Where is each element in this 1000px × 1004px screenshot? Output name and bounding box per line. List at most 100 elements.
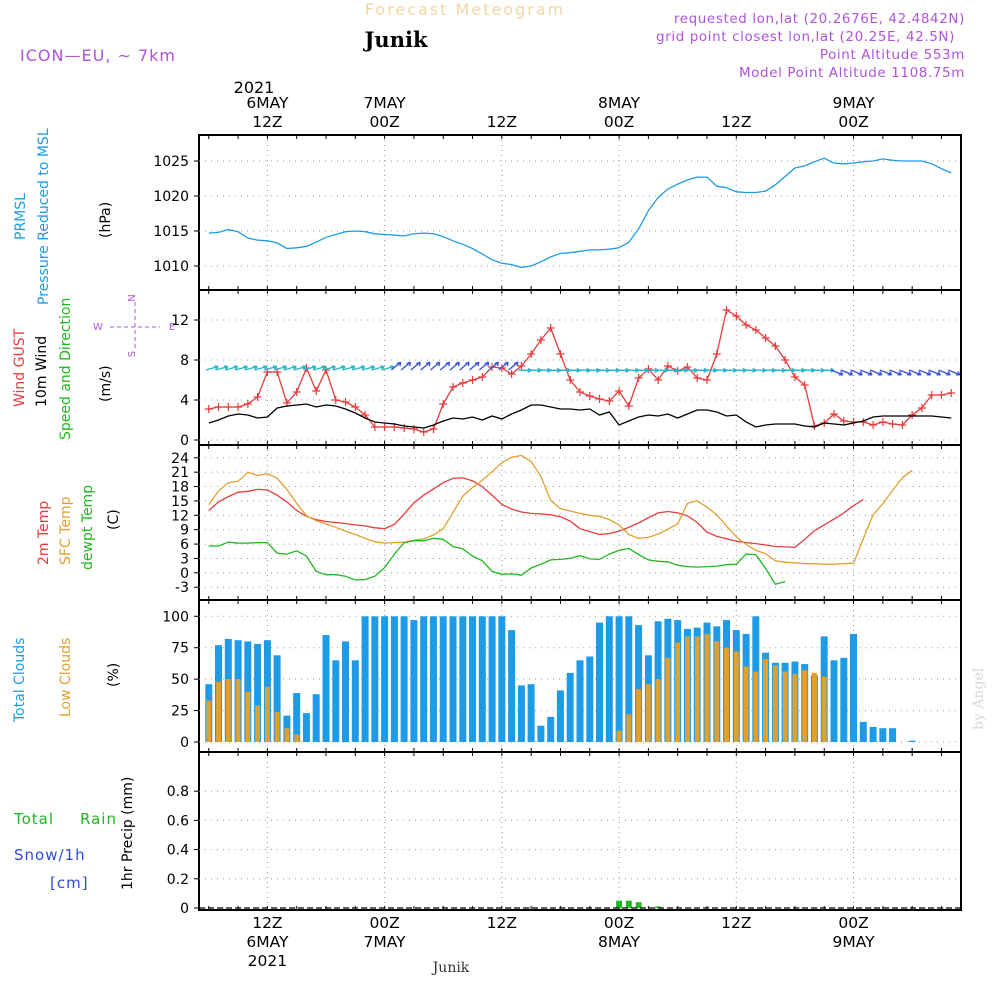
cloud-label-2: Low Clouds	[58, 638, 74, 717]
bar-total-rain	[636, 902, 642, 908]
pressure-label-2: Pressure Reduced to MSL	[36, 128, 52, 305]
bar-low-clouds	[744, 667, 749, 742]
y-tick-label: 12	[171, 313, 189, 329]
bar-low-clouds	[734, 652, 739, 743]
bar-total-clouds	[352, 660, 359, 742]
series-line-2m-temp	[209, 478, 864, 548]
bar-low-clouds	[675, 643, 680, 742]
y-tick-label: 0.2	[167, 872, 189, 888]
bar-total-rain	[616, 901, 622, 908]
bar-low-clouds	[822, 677, 827, 742]
bar-total-clouds	[850, 634, 857, 742]
bar-total-clouds	[567, 673, 574, 742]
bar-low-clouds	[666, 658, 671, 742]
y-tick-label: 0.8	[167, 784, 189, 800]
bar-total-clouds	[401, 616, 408, 742]
bar-total-clouds	[479, 616, 486, 742]
y-tick-label: 75	[171, 641, 189, 657]
bar-total-clouds	[323, 635, 330, 742]
series-line-sfc-temp	[209, 455, 912, 564]
bar-low-clouds	[773, 665, 778, 742]
bottom-time-text: 12Z	[487, 914, 517, 932]
plot-area: 101010151020102504812-303691215182124025…	[153, 94, 961, 970]
wind-label-2: 10m Wind	[34, 336, 50, 407]
bar-total-clouds	[909, 741, 916, 742]
bar-total-clouds	[606, 616, 613, 742]
bar-total-clouds	[557, 691, 564, 743]
bar-low-clouds	[646, 684, 651, 742]
gust-marker	[596, 395, 604, 403]
bar-low-clouds	[206, 701, 211, 743]
bar-total-clouds	[420, 616, 427, 742]
y-tick-label: 25	[171, 704, 189, 720]
temp-unit: (C)	[106, 509, 122, 530]
top-time-label: 12Z	[721, 113, 751, 131]
bar-low-clouds	[285, 728, 290, 742]
gust-marker	[469, 376, 477, 384]
bottom-time-text: 00Z	[604, 914, 634, 932]
bar-total-clouds	[879, 728, 886, 742]
wind-label-3: Speed and Direction	[58, 298, 74, 440]
top-time-text: 8MAY	[598, 94, 641, 112]
y-tick-label: 1020	[153, 189, 189, 205]
legend-rain: Rain	[80, 810, 117, 828]
pressure-labels: PRMSL Pressure Reduced to MSL (hPa)	[13, 128, 114, 305]
bar-low-clouds	[255, 706, 260, 743]
y-tick-label: 18	[171, 480, 189, 496]
bar-low-clouds	[226, 679, 231, 742]
panel-frame	[199, 752, 961, 910]
y-tick-label: 1025	[153, 154, 189, 170]
gust-marker	[205, 405, 213, 413]
bar-total-clouds	[577, 660, 584, 742]
bottom-time-text: 00Z	[838, 914, 868, 932]
y-tick-label: 4	[180, 393, 189, 409]
bar-total-clouds	[860, 722, 867, 742]
bottom-time-text: 7MAY	[364, 933, 407, 951]
bar-low-clouds	[656, 679, 661, 742]
top-time-text: 6MAY	[246, 94, 289, 112]
bar-low-clouds	[275, 712, 280, 742]
bar-low-clouds	[705, 634, 710, 742]
gust-marker	[586, 392, 594, 400]
cloud-unit: (%)	[106, 663, 122, 687]
y-tick-label: 6	[180, 537, 189, 553]
y-tick-label: 0	[180, 566, 189, 582]
top-time-text: 7MAY	[364, 94, 407, 112]
cloud-label-1: Total Clouds	[12, 638, 28, 723]
panel-4: 00.20.40.60.8	[167, 752, 961, 917]
gust-marker	[713, 350, 721, 358]
bottom-time-label: 12Z	[721, 914, 751, 932]
bar-total-clouds	[498, 616, 505, 742]
gust-marker	[625, 402, 633, 410]
gust-marker	[703, 376, 711, 384]
bottom-time-text: 9MAY	[832, 933, 875, 951]
requested-coords: requested lon,lat (20.2676E, 42.4842N)	[674, 11, 965, 27]
y-tick-label: 21	[171, 465, 189, 481]
model-label: ICON—EU, ∼ 7km	[20, 46, 176, 65]
y-tick-label: 0	[180, 735, 189, 751]
compass-n: N	[127, 294, 138, 301]
top-time-text: 12Z	[252, 113, 282, 131]
bar-total-clouds	[870, 727, 877, 742]
bar-total-clouds	[342, 641, 349, 742]
bar-low-clouds	[763, 659, 768, 742]
bar-low-clouds	[294, 735, 299, 743]
watermark: by Angel	[971, 667, 987, 730]
y-tick-label: 0.6	[167, 813, 189, 829]
bottom-time-text: 2021	[248, 952, 287, 970]
bar-total-clouds	[489, 616, 496, 742]
gust-marker	[889, 420, 897, 428]
bar-low-clouds	[685, 636, 690, 742]
bar-total-clouds	[410, 620, 417, 742]
legend-snow: Snow/1h	[14, 846, 86, 864]
temp-labels: 2m Temp SFC Temp dewpt Temp (C)	[36, 485, 122, 570]
gust-marker	[869, 421, 877, 429]
